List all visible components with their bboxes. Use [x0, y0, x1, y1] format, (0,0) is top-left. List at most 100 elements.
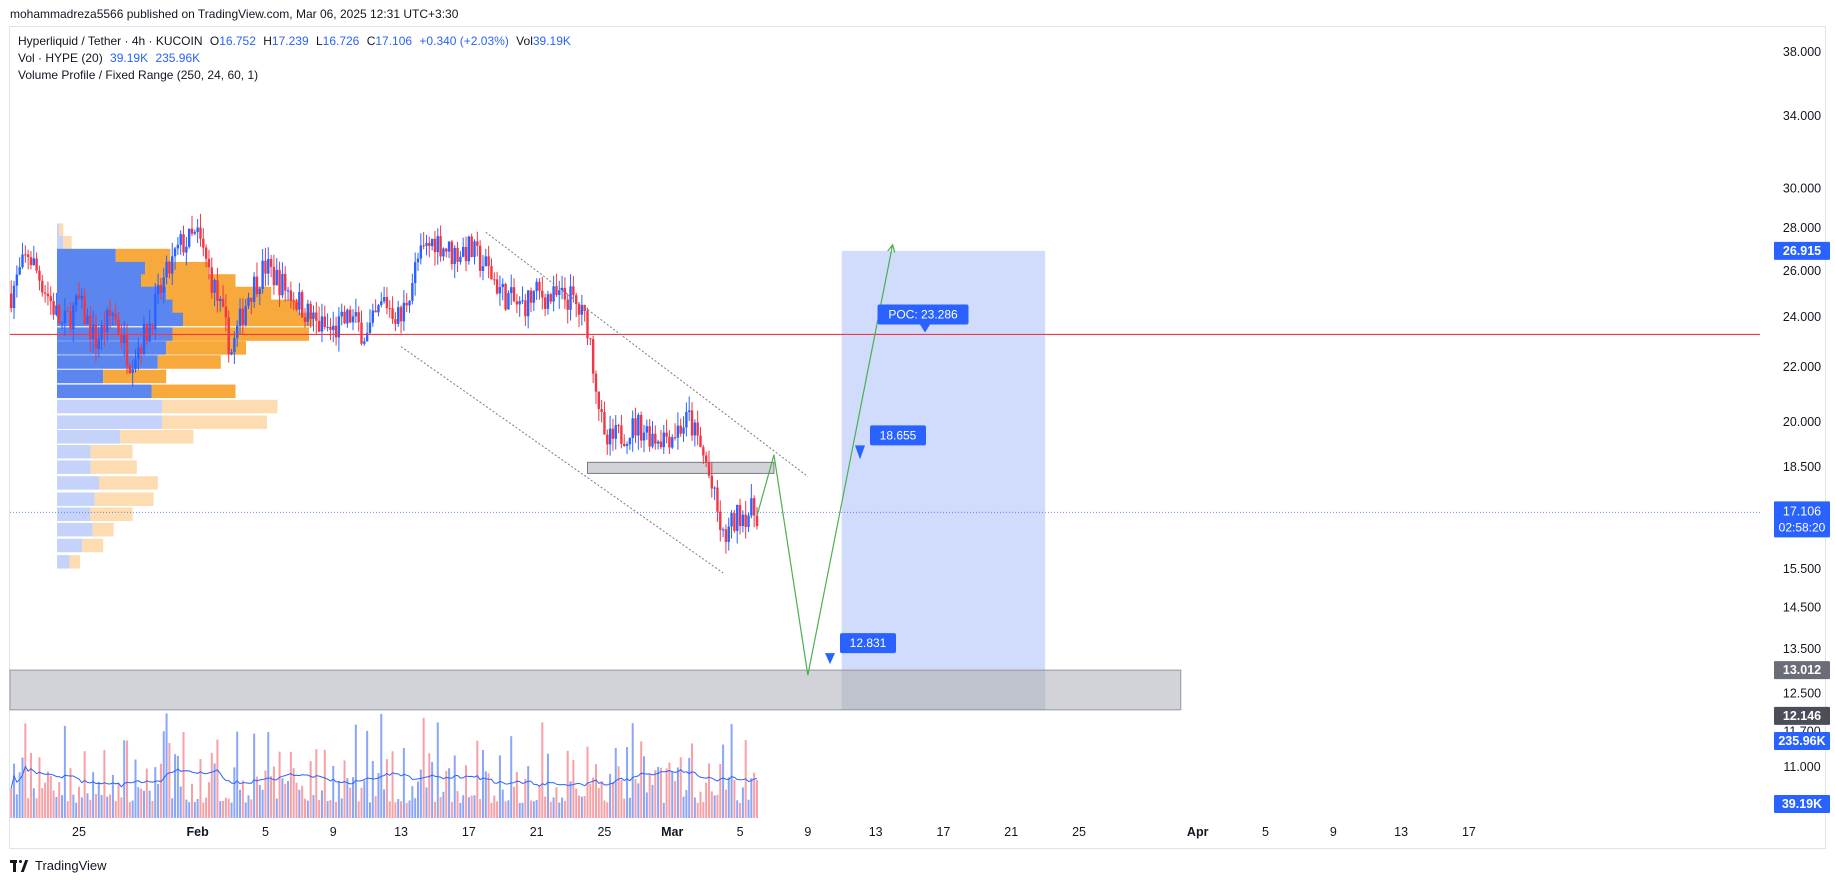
volume-bar — [552, 797, 555, 818]
candle-body — [371, 310, 374, 323]
volume-profile-sell-bar — [120, 430, 194, 444]
volume-badge-label: 39.19K — [1782, 797, 1822, 811]
volume-bar — [92, 772, 95, 818]
candle-body — [199, 227, 202, 239]
price-tick-label: 15.500 — [1783, 562, 1821, 576]
volume-profile-buy-bar — [57, 355, 158, 369]
volume-bar — [456, 791, 459, 818]
support-label: 12.831 — [850, 636, 887, 650]
candle-body — [620, 425, 623, 444]
volume-bar — [566, 750, 569, 818]
candle-body — [388, 308, 391, 310]
volume-bar — [352, 777, 355, 818]
volume-bar — [111, 774, 114, 818]
volume-bar — [747, 799, 750, 818]
candle-body — [114, 313, 117, 320]
volume-bar — [479, 799, 482, 818]
candle-body — [108, 309, 112, 316]
candle-body — [439, 236, 442, 257]
volume-bar — [202, 802, 205, 818]
volume-bar — [530, 800, 532, 818]
volume-bar — [97, 782, 100, 818]
candle-body — [24, 254, 27, 256]
resistance-label-pointer — [855, 445, 865, 460]
price-tick-label: 20.000 — [1783, 415, 1821, 429]
volume-legend[interactable]: Vol · HYPE (20) 39.19K 235.96K — [18, 50, 200, 66]
candle-body — [470, 236, 473, 257]
volume-profile-buy-bar — [57, 248, 116, 263]
footer-brand[interactable]: TradingView — [10, 858, 107, 873]
candles — [10, 213, 759, 554]
volume-bar — [312, 795, 315, 818]
volume-bar — [756, 780, 758, 818]
volume-bar — [233, 767, 236, 818]
top-bar: mohammadreza5566 published on TradingVie… — [0, 0, 1835, 26]
candle-body — [281, 273, 284, 296]
time-tick-label: 9 — [330, 825, 337, 839]
volume-bar — [148, 790, 151, 818]
volume-bar — [323, 749, 326, 818]
volume-bar — [18, 772, 21, 818]
volume-bar — [606, 802, 609, 818]
volume-bar — [284, 783, 287, 818]
volume-profile-buy-bar — [57, 415, 162, 429]
volume-bar — [513, 786, 516, 818]
candle-body — [385, 297, 389, 309]
price-tick-label: 28.000 — [1783, 221, 1821, 235]
volume-profile-buy-bar — [57, 476, 99, 490]
volume-bar — [120, 797, 123, 818]
volume-bar — [535, 800, 538, 818]
candle-body — [577, 304, 581, 315]
volume-bar — [676, 767, 679, 818]
candle-body — [676, 425, 680, 438]
candle-body — [154, 294, 157, 330]
candle-body — [394, 319, 397, 324]
volume-bar — [301, 785, 304, 818]
candle-body — [351, 316, 355, 323]
volume-bar — [216, 739, 219, 818]
candle-body — [688, 410, 691, 412]
candle-body — [323, 316, 326, 327]
symbol-legend[interactable]: Hyperliquid / Tether · 4h · KUCOIN O16.7… — [18, 33, 571, 49]
candle-body — [631, 418, 634, 439]
candle-body — [295, 301, 298, 310]
volume-bar — [594, 764, 597, 818]
candle-body — [512, 287, 516, 302]
support-zone — [9, 669, 1182, 711]
candle-body — [710, 475, 713, 489]
time-tick-label: Apr — [1187, 825, 1209, 839]
volume-bar — [617, 766, 620, 818]
volume-bar — [688, 757, 691, 818]
volume-bar — [258, 784, 261, 818]
volume-bar — [222, 801, 225, 818]
volume-bar — [445, 770, 448, 818]
volume-bar — [696, 802, 699, 818]
volume-bar — [583, 795, 586, 818]
candle-body — [275, 269, 278, 286]
open-value: 16.752 — [219, 34, 256, 48]
candle-body — [673, 437, 677, 439]
channel-upper-line — [485, 231, 809, 477]
volume-bar — [501, 789, 504, 818]
volume-profile-sell-bar — [151, 384, 236, 399]
candle-body — [481, 266, 485, 271]
volume-bar — [710, 791, 713, 818]
volume-profile-sell-bar — [172, 299, 299, 314]
volume-bar — [335, 802, 338, 818]
volume-bar — [360, 787, 363, 818]
volume-bar — [66, 801, 69, 818]
volume-profile-legend[interactable]: Volume Profile / Fixed Range (250, 24, 6… — [18, 67, 258, 83]
volume-bar — [41, 788, 44, 818]
volume-bar — [230, 802, 233, 818]
candle-body — [495, 279, 499, 294]
candle-body — [349, 309, 352, 323]
target-price-label-badge — [1774, 241, 1830, 260]
volume-profile-buy-bar — [57, 312, 183, 327]
volume-bar — [241, 780, 244, 818]
publisher-credit: mohammadreza5566 published on TradingVie… — [10, 7, 459, 21]
volume-bar — [671, 771, 674, 818]
volume-bar — [493, 795, 496, 818]
volume-bar — [94, 794, 97, 818]
candle-body — [252, 276, 256, 302]
